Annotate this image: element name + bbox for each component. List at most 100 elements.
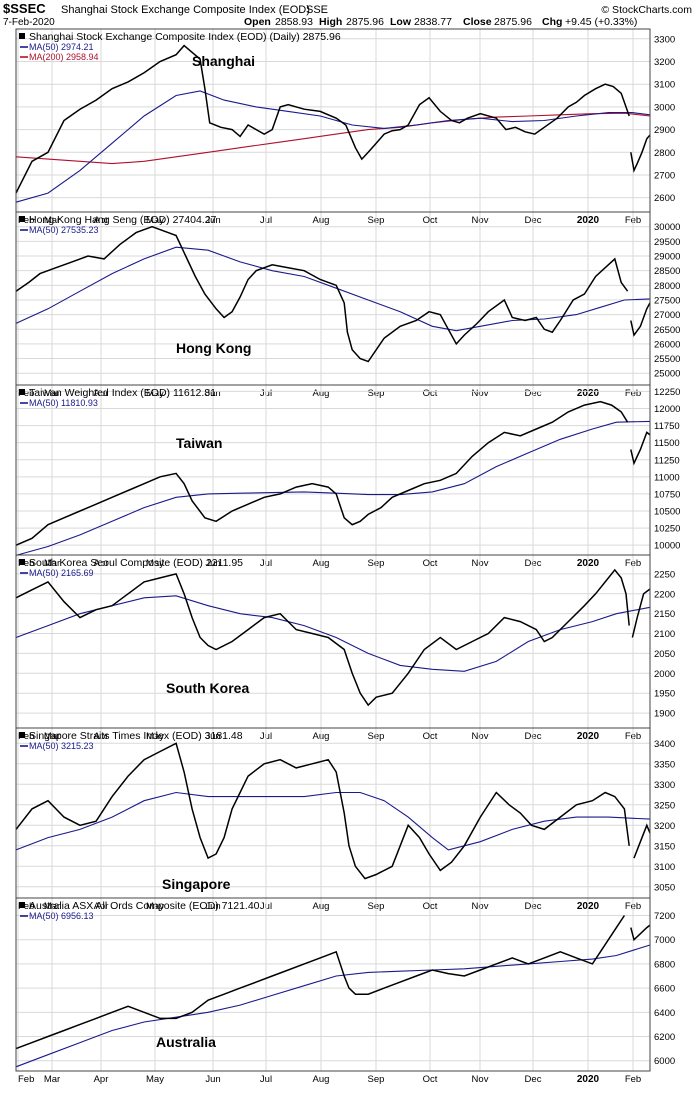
month-label: Jul bbox=[260, 1074, 272, 1085]
ma50-line bbox=[15, 944, 651, 1068]
ma50-line bbox=[15, 90, 651, 203]
month-label: Feb bbox=[18, 901, 34, 912]
y-tick-label: 28500 bbox=[654, 266, 680, 277]
header-date: 7-Feb-2020 bbox=[3, 17, 55, 28]
y-tick-label: 6400 bbox=[654, 1008, 675, 1019]
ma200-legend-label: MA(200) 2958.94 bbox=[29, 52, 99, 62]
panel-title: Hong Kong Hang Seng (EOD) 27404.27 bbox=[29, 214, 217, 226]
panel-title: Singapore Straits Times Index (EOD) 3181… bbox=[29, 730, 243, 742]
header-chg-label: Chg bbox=[542, 16, 562, 28]
y-tick-label: 1950 bbox=[654, 689, 675, 700]
price-line bbox=[15, 915, 626, 1050]
y-tick-label: 12000 bbox=[654, 404, 680, 415]
y-tick-label: 2150 bbox=[654, 609, 675, 620]
header-low-value: 2838.77 bbox=[414, 16, 452, 28]
y-tick-label: 12250 bbox=[654, 387, 680, 398]
price-line-recent bbox=[633, 823, 651, 859]
month-label: Feb bbox=[18, 388, 34, 399]
y-tick-label: 3250 bbox=[654, 800, 675, 811]
y-tick-label: 3400 bbox=[654, 739, 675, 750]
panel-marker-icon bbox=[19, 559, 25, 565]
y-tick-label: 6600 bbox=[654, 984, 675, 995]
ma50-legend-label: MA(50) 27535.23 bbox=[29, 225, 99, 235]
month-label: Feb bbox=[18, 1074, 34, 1085]
panel-annotation: Taiwan bbox=[176, 435, 222, 451]
month-label: 2020 bbox=[577, 1074, 600, 1085]
panel-title: Australia ASX All Ords Composite (EOD) 7… bbox=[29, 900, 260, 912]
panel-annotation: Shanghai bbox=[192, 53, 255, 69]
y-tick-label: 30000 bbox=[654, 222, 680, 233]
header-symbol: $SSEC bbox=[3, 1, 46, 16]
month-label: Dec bbox=[525, 1074, 542, 1085]
header-close-value: 2875.96 bbox=[494, 16, 532, 28]
y-tick-label: 2100 bbox=[654, 629, 675, 640]
ma50-legend-label: MA(50) 2165.69 bbox=[29, 568, 94, 578]
header-brand: © StockCharts.com bbox=[601, 4, 692, 16]
month-label: Feb bbox=[18, 731, 34, 742]
ma50-legend-label: MA(50) 2974.21 bbox=[29, 42, 94, 52]
header-high-label: High bbox=[319, 16, 342, 28]
month-label: Sep bbox=[368, 1074, 385, 1085]
y-tick-label: 3350 bbox=[654, 759, 675, 770]
y-tick-label: 25500 bbox=[654, 354, 680, 365]
ma50-line bbox=[15, 595, 651, 672]
header-open-value: 2858.93 bbox=[275, 16, 313, 28]
y-tick-label: 3300 bbox=[654, 780, 675, 791]
y-tick-label: 2200 bbox=[654, 589, 675, 600]
y-tick-label: 29000 bbox=[654, 252, 680, 263]
price-line bbox=[15, 568, 630, 707]
ma50-line bbox=[15, 791, 651, 851]
y-tick-label: 2700 bbox=[654, 170, 675, 181]
y-tick-label: 11750 bbox=[654, 421, 680, 432]
y-tick-label: 26000 bbox=[654, 339, 680, 350]
header-title: Shanghai Stock Exchange Composite Index … bbox=[61, 4, 310, 16]
panel-frame bbox=[15, 897, 651, 1072]
y-tick-label: 2800 bbox=[654, 148, 675, 159]
y-tick-label: 6000 bbox=[654, 1056, 675, 1067]
ma50-legend-label: MA(50) 6956.13 bbox=[29, 911, 94, 921]
month-label: Feb bbox=[18, 558, 34, 569]
price-line-recent bbox=[630, 302, 651, 337]
ma50-line bbox=[15, 246, 651, 332]
y-tick-label: 10000 bbox=[654, 541, 680, 552]
y-tick-label: 10750 bbox=[654, 489, 680, 500]
y-tick-label: 28000 bbox=[654, 281, 680, 292]
y-tick-label: 27000 bbox=[654, 310, 680, 321]
panel-marker-icon bbox=[19, 902, 25, 908]
header-low-label: Low bbox=[390, 16, 412, 28]
ma50-legend-label: MA(50) 3215.23 bbox=[29, 741, 94, 751]
panel-marker-icon bbox=[19, 389, 25, 395]
y-tick-label: 2600 bbox=[654, 193, 675, 204]
y-tick-label: 3300 bbox=[654, 34, 675, 45]
price-line bbox=[15, 225, 629, 363]
panel-title: South Korea Seoul Composite (EOD) 2211.9… bbox=[29, 557, 243, 569]
y-tick-label: 3200 bbox=[654, 57, 675, 68]
panel-australia: 6000 6200 6400 6600 6800 7000 7200 Australia AS… bbox=[15, 897, 675, 1072]
y-tick-label: 26500 bbox=[654, 325, 680, 336]
panel-title: Taiwan Weighted Index (EOD) 11612.81 bbox=[29, 387, 216, 399]
y-tick-label: 3100 bbox=[654, 862, 675, 873]
y-tick-label: 10250 bbox=[654, 524, 680, 535]
header-exchange: SSE bbox=[306, 4, 328, 16]
y-tick-label: 29500 bbox=[654, 237, 680, 248]
panel-annotation: Australia bbox=[156, 1034, 216, 1050]
panel-title: Shanghai Stock Exchange Composite Index … bbox=[29, 31, 341, 43]
y-tick-label: 3000 bbox=[654, 102, 675, 113]
panel-annotation: Singapore bbox=[162, 876, 231, 892]
month-label: Nov bbox=[472, 1074, 489, 1085]
header-close-label: Close bbox=[463, 16, 492, 28]
x-axis: Feb Mar Apr May Jun Jul Aug Sep Oct Nov Dec 2020 Feb bbox=[18, 1074, 641, 1085]
y-tick-label: 25000 bbox=[654, 369, 680, 380]
price-line bbox=[15, 400, 629, 546]
y-tick-label: 6200 bbox=[654, 1032, 675, 1043]
price-line-recent bbox=[630, 134, 651, 173]
y-tick-label: 3150 bbox=[654, 841, 675, 852]
panel-marker-icon bbox=[19, 732, 25, 738]
y-tick-label: 27500 bbox=[654, 295, 680, 306]
price-line bbox=[15, 44, 630, 194]
panel-annotation: Hong Kong bbox=[176, 340, 251, 356]
y-tick-label: 6800 bbox=[654, 959, 675, 970]
y-tick-label: 2000 bbox=[654, 669, 675, 680]
y-tick-label: 3050 bbox=[654, 882, 675, 893]
